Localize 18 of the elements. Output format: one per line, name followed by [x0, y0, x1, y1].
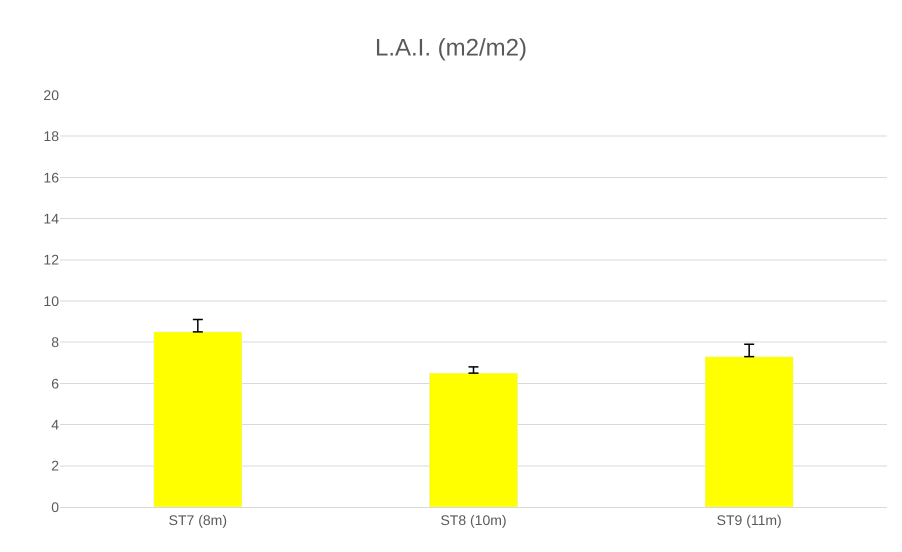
y-tick-label: 2	[51, 458, 60, 474]
y-tick-label: 20	[43, 86, 60, 103]
y-tick-label: 0	[51, 498, 60, 515]
y-tick-label: 12	[43, 252, 60, 268]
y-tick-label: 14	[43, 210, 60, 226]
bar	[704, 356, 794, 507]
x-tick-label: ST8 (10m)	[440, 512, 507, 528]
bar	[429, 372, 518, 507]
y-tick-label: 10	[43, 292, 60, 309]
y-tick-label: 4	[51, 416, 60, 432]
y-tick-label: 18	[43, 128, 60, 144]
x-tick-label: ST9 (11m)	[716, 512, 782, 528]
x-tick-label: ST7 (8m)	[168, 512, 227, 528]
y-tick-label: 16	[43, 169, 60, 186]
bar	[153, 332, 242, 507]
chart-title: L.A.I. (m2/m2)	[374, 34, 528, 62]
y-tick-label: 6	[51, 375, 60, 392]
y-tick-label: 8	[51, 334, 60, 350]
